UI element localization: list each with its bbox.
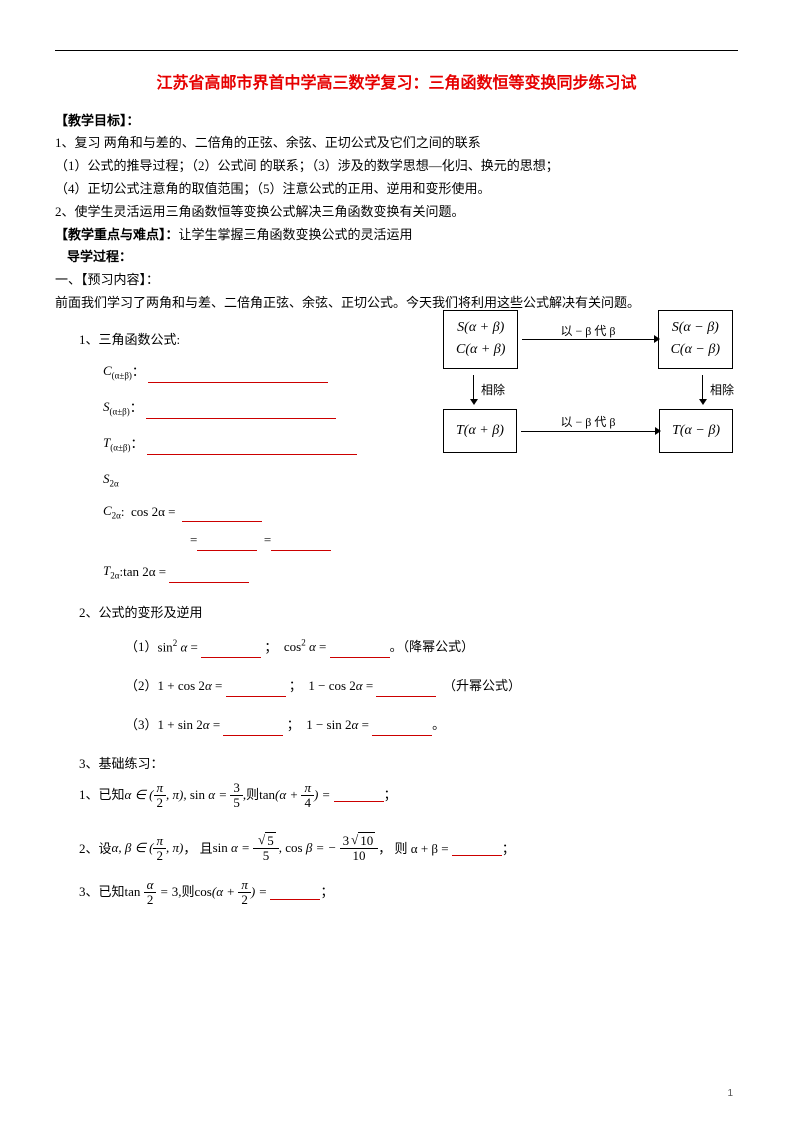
ex3-math: tan α2 = 3, xyxy=(125,878,182,908)
exercise-3: 3、已知 tan α2 = 3, 则 cos(α + π2) = ； xyxy=(55,878,738,908)
blank-c xyxy=(148,369,328,383)
doc-title: 江苏省高邮市界首中学高三数学复习：三角函数恒等变换同步练习试 xyxy=(55,71,738,97)
c-label: C(α±β) xyxy=(103,361,132,383)
div-label-right: 相除 xyxy=(710,381,734,400)
eq: = xyxy=(264,530,271,551)
arrow-sub-bottom: 以 − β 代 β xyxy=(517,421,659,440)
box-sc-sum: S(α + β) C(α + β) xyxy=(443,310,518,369)
box-t-sum: T(α + β) xyxy=(443,409,517,453)
ex2-b: ， 且 xyxy=(183,839,212,860)
ex3-b: 则 xyxy=(182,882,195,903)
arrow-sub-top: 以 − β 代 β xyxy=(518,330,657,349)
arrow-label: 以 − β 代 β xyxy=(558,415,619,429)
blank-c2a xyxy=(182,508,262,522)
ex3-math2: cos(α + π2) = xyxy=(195,878,268,908)
c-dif: C(α − β) xyxy=(671,339,720,361)
blank-ex3 xyxy=(270,886,320,900)
exercise-2: 2、设 α, β ∈ (π2, π) ， 且 sin α = 55, cos β… xyxy=(55,834,738,864)
arrow-label: 以 − β 代 β xyxy=(558,324,619,338)
s-dif: S(α − β) xyxy=(671,317,720,339)
objective-1-1: （1）公式的推导过程；（2）公式间 的联系；（3）涉及的数学思想—化归、换元的思… xyxy=(55,156,738,177)
div-label-left: 相除 xyxy=(481,381,505,400)
blank-c2c xyxy=(271,537,331,551)
formula-diagram: S(α + β) C(α + β) 以 − β 代 β S(α − β) C(α… xyxy=(443,310,733,459)
row-c2-cont: = = xyxy=(190,530,738,551)
c2-label: C2α xyxy=(103,501,121,523)
semic: ； xyxy=(320,882,333,903)
arrow-div-left xyxy=(473,375,474,403)
objectives-header: 【教学目标】： xyxy=(55,111,738,132)
c-sum: C(α + β) xyxy=(456,339,505,361)
s2-row-1: （1） sin2 α = ； cos2 α = 。（降幂公式） xyxy=(125,636,738,658)
focus-header: 【教学重点与难点】： xyxy=(55,227,179,242)
c2-text: cos 2α = xyxy=(131,502,175,523)
objective-1: 1、复习 两角和与差的、二倍角的正弦、余弦、正切公式及它们之间的联系 xyxy=(55,133,738,154)
box-sc-dif: S(α − β) C(α − β) xyxy=(658,310,733,369)
ex1-math: α ∈ (π2, π), sin α = 35, xyxy=(125,781,247,811)
top-rule xyxy=(55,50,738,51)
blank-s23a xyxy=(223,722,283,736)
s2-2-note: （升幂公式） xyxy=(443,676,521,697)
blank-s23b xyxy=(372,722,432,736)
focus-line: 【教学重点与难点】：让学生掌握三角函数变换公式的灵活运用 xyxy=(55,225,738,246)
row-s2: S2α xyxy=(55,469,738,491)
s2-1-pre: （1） xyxy=(125,637,158,658)
s2-2-b: ； 1 − cos 2α = xyxy=(286,676,374,697)
ex2-a: 2、设 xyxy=(79,839,112,860)
t2-text: tan 2α = xyxy=(123,562,166,583)
ex1-b: 则 xyxy=(246,785,259,806)
s2-label: S2α xyxy=(103,469,119,491)
section-1-header: 一、【预习内容】： xyxy=(55,270,738,291)
blank-s22a xyxy=(226,683,286,697)
blank-t xyxy=(147,441,357,455)
s2-2-pre: （2）1 + cos 2α = xyxy=(125,676,222,697)
s3-title: 3、基础练习： xyxy=(55,754,738,775)
blank-ex1 xyxy=(334,788,384,802)
s-label: S(α±β) xyxy=(103,397,130,419)
blank-c2b xyxy=(197,537,257,551)
exercise-1: 1、已知 α ∈ (π2, π), sin α = 35, 则 tan(α + … xyxy=(55,781,738,811)
s2-1-note: 。（降幂公式） xyxy=(390,637,475,658)
blank-s xyxy=(146,405,336,419)
s2-3-b: ； 1 − sin 2α = xyxy=(283,715,368,736)
s2-1-a: sin2 α = xyxy=(158,636,198,658)
ex2-math2: sin α = 55, cos β = − 31010 xyxy=(213,834,379,864)
ex3-a: 3、已知 xyxy=(79,882,125,903)
arrow-div-right xyxy=(702,375,703,403)
objective-1-2: （4）正切公式注意角的取值范围；（5）注意公式的正用、逆用和变形使用。 xyxy=(55,179,738,200)
row-t2: T2α : tan 2α = xyxy=(55,561,738,583)
objective-2: 2、使学生灵活运用三角函数恒等变换公式解决三角函数变换有关问题。 xyxy=(55,202,738,223)
semic: ； xyxy=(502,839,515,860)
ex2-math: α, β ∈ (π2, π) xyxy=(112,834,184,864)
page-number: 1 xyxy=(727,1086,733,1102)
colon: ： xyxy=(130,434,143,455)
box-t-dif: T(α − β) xyxy=(659,409,733,453)
colon: ： xyxy=(132,362,145,383)
colon: : xyxy=(121,502,131,523)
ex2-c: ， 则 α + β = xyxy=(378,839,448,860)
ex1-a: 1、已知 xyxy=(79,785,125,806)
period: 。 xyxy=(432,715,445,736)
t2-label: T2α xyxy=(103,561,119,583)
s2-1-b: ； cos2 α = xyxy=(261,636,326,658)
s-sum: S(α + β) xyxy=(456,317,505,339)
t-label: T(α±β) xyxy=(103,433,130,455)
s2-row-3: （3）1 + sin 2α = ； 1 − sin 2α = 。 xyxy=(125,715,738,736)
eq: = xyxy=(190,530,197,551)
s2-3-pre: （3）1 + sin 2α = xyxy=(125,715,220,736)
blank-s21b xyxy=(330,644,390,658)
semic: ； xyxy=(384,785,397,806)
blank-s22b xyxy=(376,683,436,697)
page: 江苏省高邮市界首中学高三数学复习：三角函数恒等变换同步练习试 【教学目标】： 1… xyxy=(0,0,793,1122)
blank-t2 xyxy=(169,569,249,583)
s2-row-2: （2）1 + cos 2α = ； 1 − cos 2α = （升幂公式） xyxy=(125,676,738,697)
blank-ex2 xyxy=(452,842,502,856)
colon: ： xyxy=(130,398,143,419)
row-c2: C2α : cos 2α = xyxy=(55,501,738,523)
focus-text: 让学生掌握三角函数变换公式的灵活运用 xyxy=(179,227,413,242)
process-header: 导学过程： xyxy=(55,247,738,268)
ex1-math2: tan(α + π4) = xyxy=(259,781,330,811)
blank-s21a xyxy=(201,644,261,658)
s2-title: 2、公式的变形及逆用 xyxy=(55,603,738,624)
